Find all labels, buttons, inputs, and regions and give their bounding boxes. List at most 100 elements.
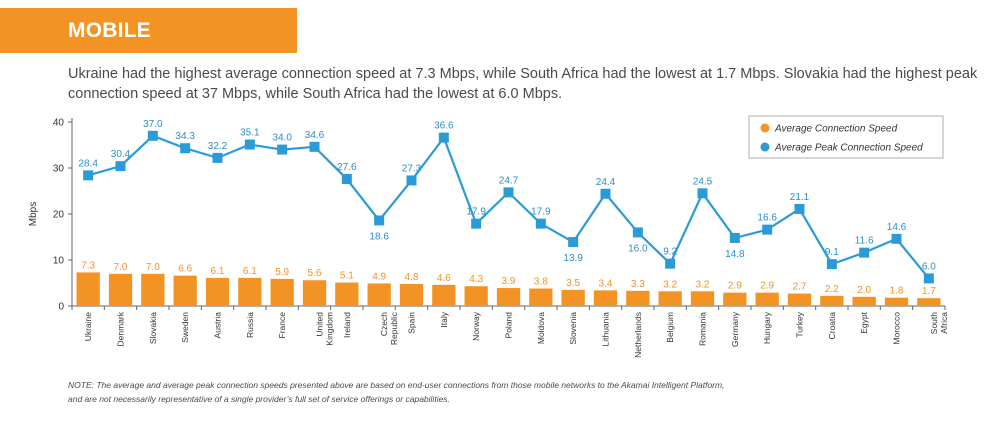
peak-marker — [180, 143, 191, 154]
peak-value-label: 9.1 — [825, 247, 839, 258]
line-series-peak — [83, 130, 934, 284]
x-tick-label-part: Romania — [698, 312, 708, 346]
peak-value-label: 24.7 — [499, 175, 519, 186]
peak-value-label: 14.8 — [725, 249, 745, 260]
bar — [238, 277, 262, 306]
bar-value-label: 7.0 — [146, 262, 160, 273]
peak-marker — [503, 187, 514, 198]
x-tick-label-part: Kingdom — [325, 312, 335, 346]
peak-marker — [277, 144, 288, 155]
peak-marker — [212, 152, 223, 163]
bar — [626, 290, 650, 306]
bar — [205, 277, 230, 306]
x-tick-label-part: Slovakia — [148, 312, 158, 344]
peak-value-label: 16.0 — [628, 243, 648, 254]
bar — [723, 292, 747, 306]
peak-value-label: 34.6 — [305, 130, 325, 141]
peak-marker — [665, 258, 676, 269]
x-tick-label: Poland — [504, 312, 514, 339]
bar-value-label: 3.5 — [566, 278, 580, 289]
bar-value-label: 3.9 — [502, 276, 516, 287]
bar-value-label: 4.8 — [405, 272, 419, 283]
peak-marker — [406, 175, 417, 186]
peak-value-label: 16.6 — [757, 213, 777, 224]
x-tick-label-part: Norway — [471, 311, 481, 341]
x-tick-label: UnitedKingdom — [315, 312, 335, 346]
peak-marker — [762, 224, 773, 235]
x-tick-label-part: Hungary — [762, 311, 772, 344]
x-tick-label-part: Russia — [245, 312, 255, 338]
peak-value-label: 36.6 — [434, 121, 454, 132]
bar — [141, 273, 165, 306]
peak-marker — [147, 130, 158, 141]
y-tick-label: 0 — [58, 302, 64, 313]
x-tick-label: Germany — [730, 311, 740, 347]
peak-marker — [115, 161, 126, 172]
x-tick-label-part: Denmark — [116, 311, 126, 346]
peak-marker — [826, 259, 837, 270]
x-tick-label: Morocco — [892, 312, 902, 345]
legend-swatch-peak — [760, 142, 770, 152]
peak-marker — [729, 232, 740, 243]
x-tick-label-part: United — [315, 312, 325, 337]
bar-value-label: 4.9 — [372, 271, 386, 282]
bar — [367, 283, 391, 306]
x-tick-label-part: Czech — [379, 312, 389, 336]
x-tick-label-part: Croatia — [827, 312, 837, 340]
bar — [302, 280, 327, 306]
bar-value-label: 7.3 — [81, 260, 95, 271]
peak-marker — [923, 273, 934, 284]
x-tick-label-part: Egypt — [859, 311, 869, 333]
bar — [658, 291, 682, 306]
peak-marker — [83, 170, 94, 181]
peak-marker — [568, 237, 579, 248]
peak-marker — [374, 215, 385, 226]
x-tick-label-part: Turkey — [795, 311, 805, 337]
peak-value-label: 17.9 — [466, 207, 486, 218]
bar — [755, 292, 779, 306]
bar-value-label: 3.3 — [631, 279, 645, 290]
bar — [270, 278, 294, 306]
bar-value-label: 2.0 — [857, 285, 871, 296]
footnote: NOTE: The average and average peak conne… — [68, 378, 968, 406]
x-tick-label-part: Austria — [213, 312, 223, 339]
x-tick-label: Lithuania — [601, 312, 611, 347]
peak-marker — [438, 132, 449, 143]
x-tick-label: Netherlands — [633, 312, 643, 358]
peak-marker — [244, 139, 255, 150]
bar — [787, 293, 812, 306]
x-tick-label-part: South — [929, 312, 939, 334]
peak-value-label: 35.1 — [240, 128, 260, 139]
legend-label-peak: Average Peak Connection Speed — [774, 143, 923, 154]
peak-value-label: 37.0 — [143, 119, 163, 130]
x-tick-label-part: Germany — [730, 311, 740, 347]
bar-value-label: 3.8 — [534, 277, 548, 288]
y-tick-label: 20 — [53, 210, 65, 221]
bar-value-label: 5.6 — [308, 268, 322, 279]
y-tick-label: 10 — [53, 256, 65, 267]
bar-value-label: 3.2 — [696, 279, 710, 290]
x-tick-label-part: Republic — [389, 311, 399, 345]
peak-marker — [471, 218, 482, 229]
bar — [820, 295, 844, 306]
section-title-banner: MOBILE CONNECTIVITY — [0, 8, 297, 87]
peak-value-label: 34.3 — [175, 131, 195, 142]
x-tick-label: Croatia — [827, 312, 837, 340]
x-tick-label-part: Sweden — [180, 312, 190, 343]
peak-marker — [632, 227, 643, 238]
peak-marker — [697, 188, 708, 199]
x-tick-label-part: Poland — [504, 312, 514, 339]
x-tick-label: Egypt — [859, 311, 869, 333]
bar — [561, 289, 585, 306]
section-title: MOBILE CONNECTIVITY — [68, 19, 227, 87]
data-labels: 7.3 7.0 7.0 6.6 6.1 6.1 5.9 5.6 5.1 4.9 4.8 4.6 4.3 3… — [78, 119, 936, 297]
bar-value-label: 6.1 — [211, 266, 225, 277]
x-tick-label-part: Africa — [939, 312, 949, 334]
peak-marker — [341, 174, 352, 185]
x-tick-label: Italy — [439, 311, 449, 327]
peak-value-label: 34.0 — [272, 133, 292, 144]
peak-value-label: 32.2 — [208, 141, 228, 152]
bar-value-label: 5.1 — [340, 271, 354, 282]
bar — [852, 296, 876, 306]
